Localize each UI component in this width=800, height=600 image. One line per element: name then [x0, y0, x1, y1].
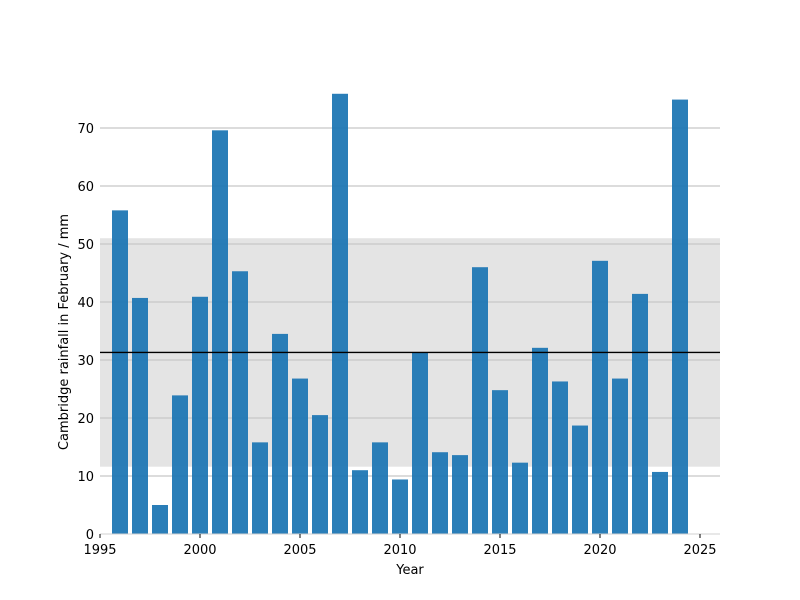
bar [352, 470, 368, 534]
bar [172, 395, 188, 534]
bar [492, 390, 508, 534]
bar [112, 210, 128, 535]
y-tick-label: 40 [77, 296, 94, 311]
bar [132, 297, 148, 534]
y-tick-label: 10 [77, 470, 94, 485]
x-tick-label: 2010 [383, 543, 416, 558]
y-tick-label: 70 [77, 122, 94, 137]
y-tick-label: 20 [77, 412, 94, 427]
bar [312, 415, 328, 534]
bar [332, 93, 348, 534]
x-tick-label: 1995 [83, 543, 116, 558]
y-tick-label: 30 [77, 354, 94, 369]
bar [372, 442, 388, 534]
bar [572, 425, 588, 534]
x-axis-label: Year [395, 563, 424, 578]
bar [552, 381, 568, 534]
bar [472, 267, 488, 534]
bar [512, 462, 528, 534]
bar [212, 130, 228, 534]
bar [452, 455, 468, 534]
bar [272, 333, 288, 534]
x-tick-label: 2015 [483, 543, 516, 558]
bar [592, 260, 608, 534]
bar [192, 296, 208, 534]
axis-layer: 0 10 20 30 40 50 60 70 1995 2000 2005 2010 2015 2020 2… [77, 122, 720, 558]
x-tick-label: 2000 [183, 543, 216, 558]
bar [412, 352, 428, 534]
y-tick-label: 60 [77, 180, 94, 195]
y-tick-label: 0 [86, 528, 94, 543]
bar [532, 347, 548, 534]
bar [252, 442, 268, 534]
bar [392, 479, 408, 534]
x-tick-label: 2005 [283, 543, 316, 558]
bar [152, 505, 168, 534]
bar [652, 471, 668, 534]
x-tick-label: 2025 [683, 543, 716, 558]
y-axis-label: Cambridge rainfall in February / mm [57, 214, 72, 450]
bar [632, 293, 648, 534]
bar-layer [112, 93, 688, 535]
y-tick-label: 50 [77, 238, 94, 253]
bar [432, 452, 448, 534]
x-tick-label: 2020 [583, 543, 616, 558]
bar [232, 271, 248, 534]
bar [292, 378, 308, 534]
bar [612, 378, 628, 534]
bar [672, 99, 688, 534]
